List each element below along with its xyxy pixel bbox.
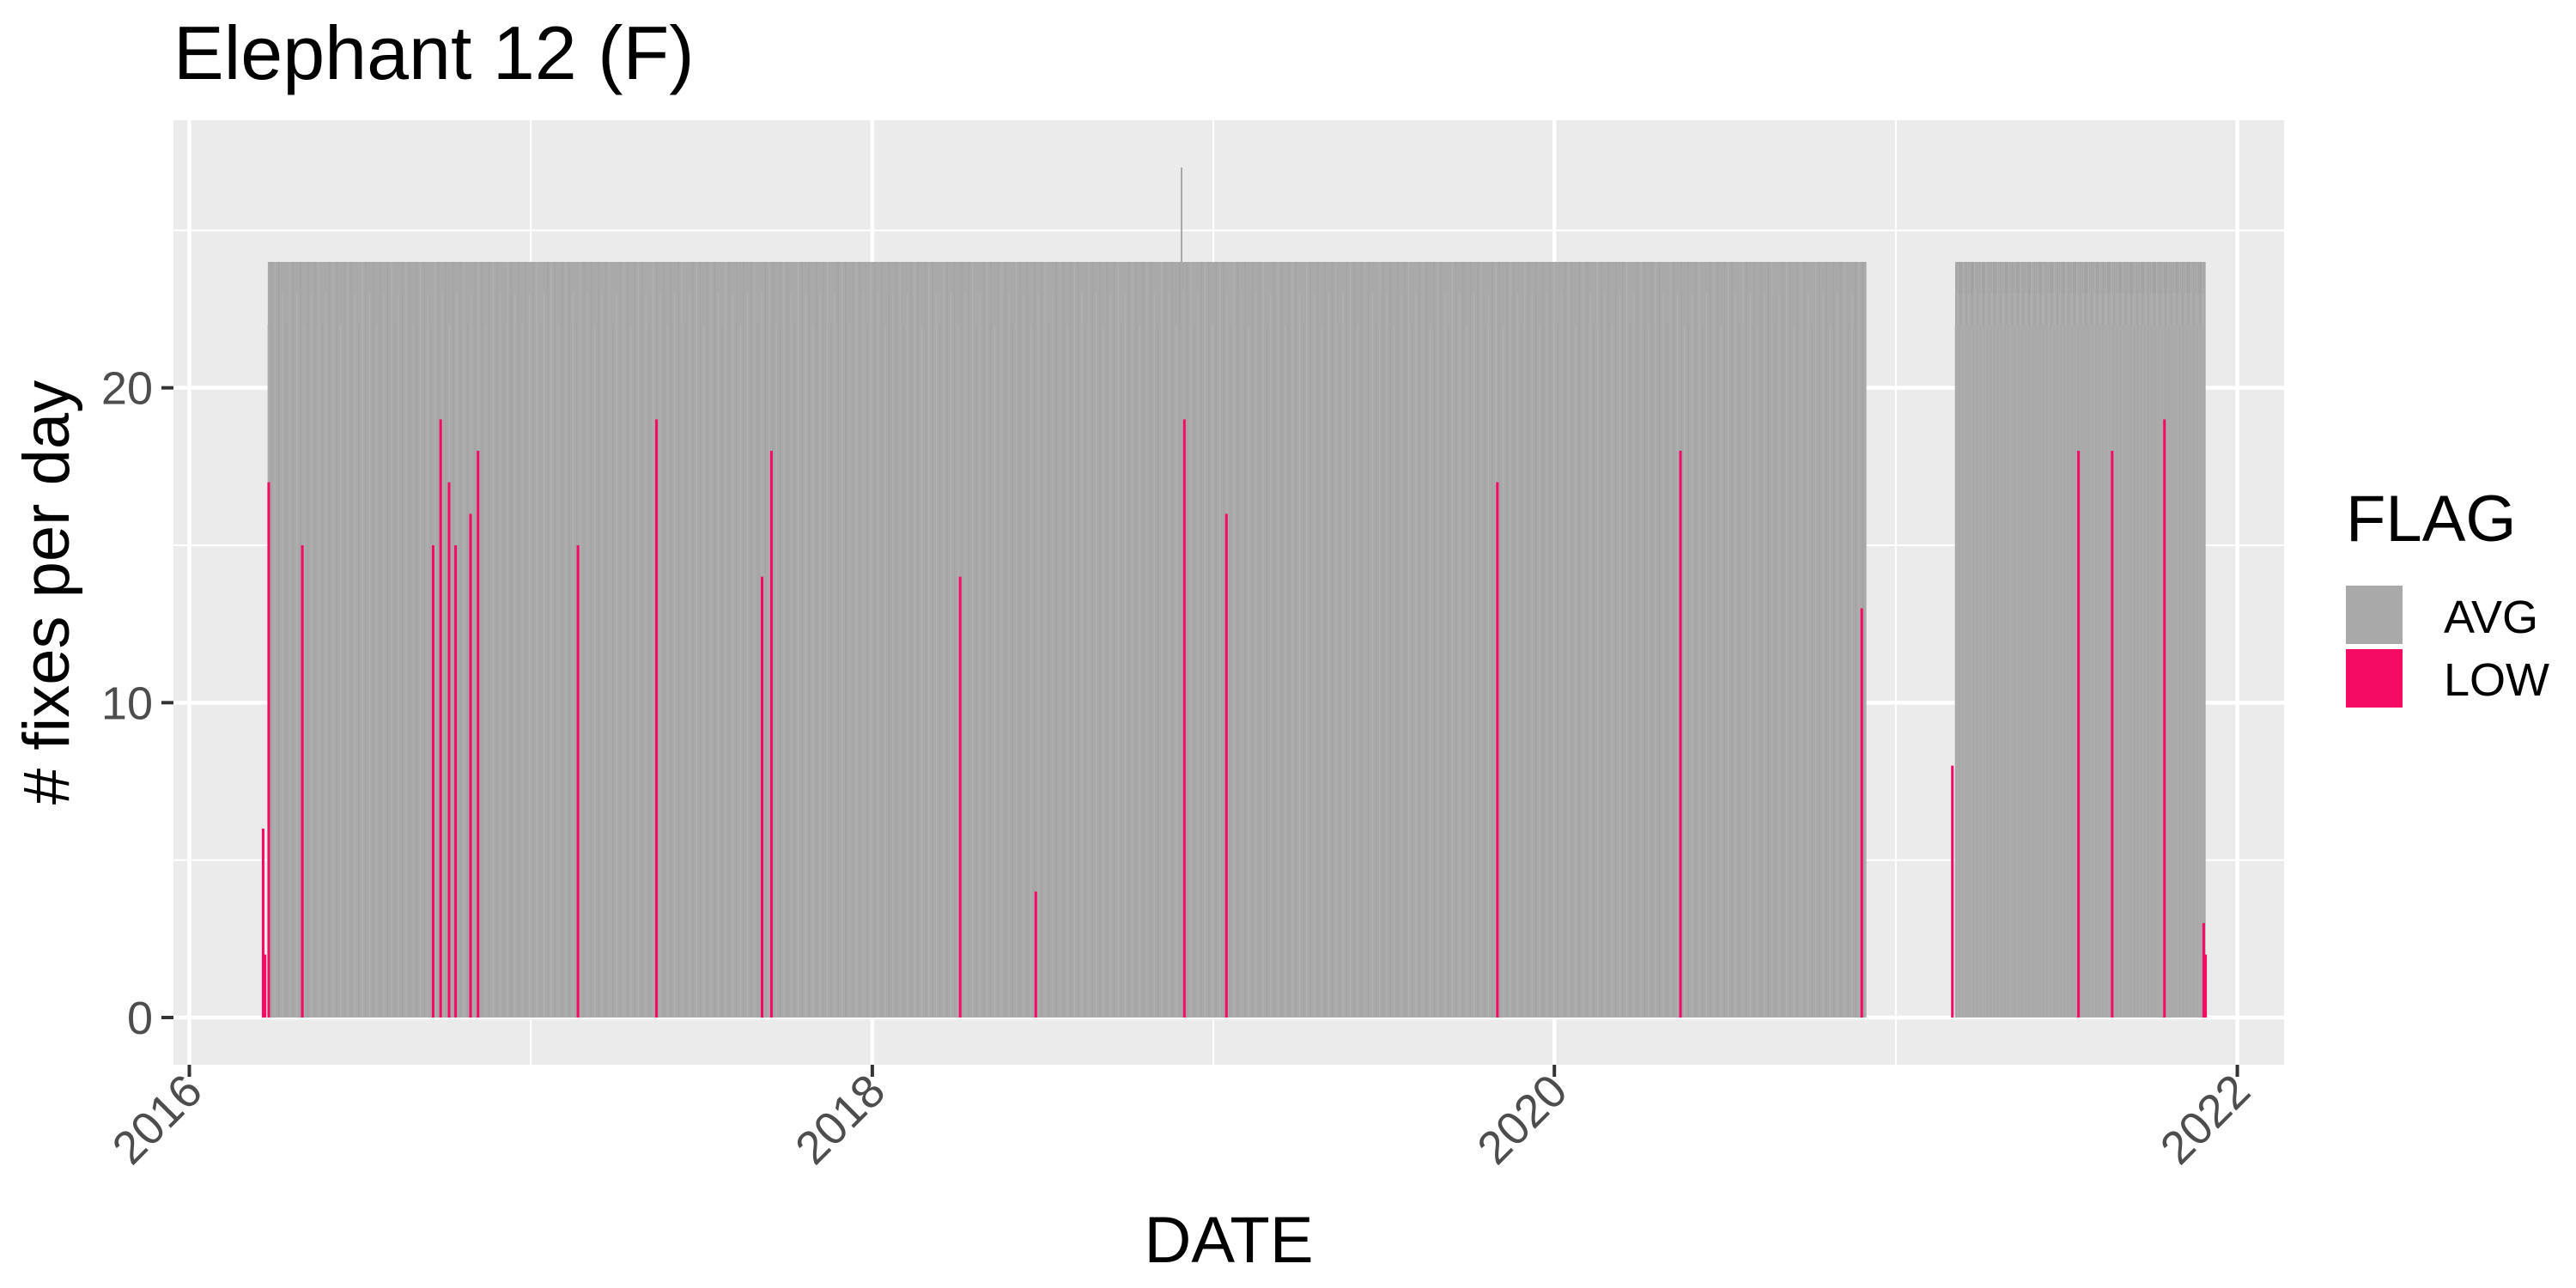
- x-tick-label: 2020: [1467, 1065, 1577, 1174]
- y-axis: 0 10 20: [101, 363, 173, 1044]
- legend-title: FLAG: [2346, 483, 2517, 556]
- y-tick-label: 10: [101, 677, 153, 729]
- x-tick-label: 2018: [786, 1065, 895, 1174]
- avg-bars: [267, 167, 2206, 1018]
- legend-label-avg: AVG: [2444, 592, 2538, 643]
- low-bars: [261, 419, 2208, 1018]
- legend: FLAG AVG LOW: [2346, 483, 2549, 708]
- y-axis-title: # fixes per day: [10, 380, 83, 805]
- y-tick-label: 0: [127, 993, 153, 1044]
- legend-label-low: LOW: [2444, 654, 2549, 706]
- y-tick-label: 20: [101, 363, 153, 415]
- x-axis: 2016 2018 2020 2022: [103, 1065, 2260, 1174]
- x-axis-title: DATE: [1144, 1204, 1313, 1277]
- x-tick-label: 2022: [2151, 1065, 2260, 1174]
- x-tick-label: 2016: [103, 1065, 212, 1174]
- legend-swatch-avg: [2346, 586, 2403, 644]
- chart-title: Elephant 12 (F): [173, 10, 695, 95]
- legend-swatch-low: [2346, 649, 2403, 708]
